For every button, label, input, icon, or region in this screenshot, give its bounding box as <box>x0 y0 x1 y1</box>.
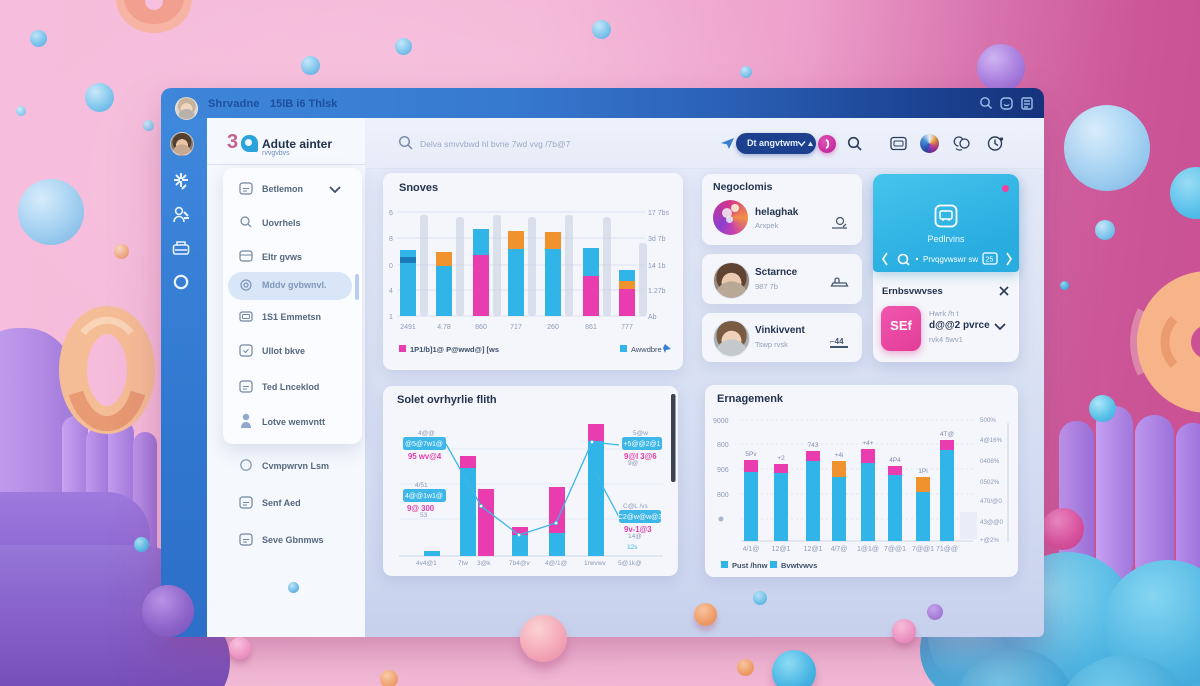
svg-text:4P4: 4P4 <box>889 457 901 464</box>
svg-text:4: 4 <box>389 288 393 295</box>
svg-text:5@w: 5@w <box>633 430 648 437</box>
svg-text:C@L /vs: C@L /vs <box>623 503 649 510</box>
svg-text:C2@w@w@3: C2@w@w@3 <box>618 514 662 521</box>
svg-text:800: 800 <box>717 492 729 499</box>
svg-text:+5@@2@1: +5@@2@1 <box>623 441 660 448</box>
svg-text:8: 8 <box>389 236 393 243</box>
svg-text:3@k: 3@k <box>477 560 491 567</box>
svg-text:1rwvwv: 1rwvwv <box>584 560 606 567</box>
svg-text:800: 800 <box>717 442 729 449</box>
svg-text:17 7bs: 17 7bs <box>648 210 670 217</box>
svg-text:4T@: 4T@ <box>940 431 955 438</box>
svg-text:1P1/b]1@ P@wwd@] [ws: 1P1/b]1@ P@wwd@] [ws <box>410 345 499 354</box>
svg-text:1: 1 <box>389 314 393 321</box>
svg-text:12s: 12s <box>627 544 638 551</box>
svg-text:4.78: 4.78 <box>437 324 451 331</box>
svg-text:7b4@v: 7b4@v <box>509 560 530 567</box>
svg-text:6: 6 <box>389 210 393 217</box>
svg-text:9000: 9000 <box>713 418 729 425</box>
svg-text:+4i: +4i <box>835 452 844 459</box>
svg-text:43@@0: 43@@0 <box>980 519 1003 526</box>
svg-text:7@@1: 7@@1 <box>884 546 906 553</box>
svg-text:Awwdbre: Awwdbre <box>631 345 662 354</box>
svg-text:3d 7b: 3d 7b <box>648 236 666 243</box>
svg-text:71@@: 71@@ <box>936 546 958 553</box>
svg-text:4v4@1: 4v4@1 <box>416 560 437 567</box>
svg-text:4/51: 4/51 <box>415 482 428 489</box>
svg-text:Bvwtvwvs: Bvwtvwvs <box>781 561 817 570</box>
svg-text:4@/1@: 4@/1@ <box>545 560 568 567</box>
svg-text:Prvqgvwswr sw: Prvqgvwswr sw <box>923 255 978 264</box>
svg-text:5Pv: 5Pv <box>745 451 757 458</box>
svg-text:470/@0: 470/@0 <box>980 498 1002 505</box>
svg-text:5@1k@: 5@1k@ <box>618 560 642 567</box>
svg-text:53: 53 <box>420 512 428 519</box>
svg-text:14 1b: 14 1b <box>648 263 666 270</box>
svg-text:+2: +2 <box>777 455 785 462</box>
svg-text:500%: 500% <box>980 417 996 424</box>
svg-text:1.27b: 1.27b <box>648 288 666 295</box>
svg-text:861: 861 <box>585 324 597 331</box>
svg-text:906: 906 <box>717 467 729 474</box>
svg-text:9@ 300: 9@ 300 <box>407 504 435 513</box>
svg-text:12@1: 12@1 <box>772 546 791 553</box>
svg-text:0: 0 <box>389 263 393 270</box>
svg-text:777: 777 <box>621 324 633 331</box>
svg-text:9v-1@3: 9v-1@3 <box>624 525 652 534</box>
svg-text:717: 717 <box>510 324 522 331</box>
svg-text:4@16%: 4@16% <box>980 437 1003 444</box>
svg-text:Pust /hnw: Pust /hnw <box>732 561 768 570</box>
svg-text:743: 743 <box>808 442 819 449</box>
svg-text:25: 25 <box>986 257 994 264</box>
svg-text:4@@1w1@: 4@@1w1@ <box>405 493 443 500</box>
svg-text:+@2%: +@2% <box>980 537 999 544</box>
svg-text:4/1@: 4/1@ <box>743 546 760 553</box>
svg-text:1@1@: 1@1@ <box>857 546 879 553</box>
svg-text:95 wv@4: 95 wv@4 <box>408 452 442 461</box>
svg-text:4/7@: 4/7@ <box>831 546 848 553</box>
svg-text:0408%: 0408% <box>980 458 1000 465</box>
svg-text:9@: 9@ <box>628 460 639 467</box>
svg-text:@5@7w1@: @5@7w1@ <box>405 441 443 448</box>
svg-text:9@l 3@6: 9@l 3@6 <box>624 452 657 461</box>
svg-text:+4+: +4+ <box>862 440 873 447</box>
svg-text:860: 860 <box>475 324 487 331</box>
svg-text:1Pi: 1Pi <box>918 468 927 475</box>
svg-text:7@@1: 7@@1 <box>912 546 934 553</box>
svg-text:14@: 14@ <box>628 533 642 540</box>
svg-text:0502%: 0502% <box>980 479 1000 486</box>
svg-text:2491: 2491 <box>400 324 416 331</box>
svg-text:7tw: 7tw <box>458 560 468 567</box>
svg-text:12@1: 12@1 <box>804 546 823 553</box>
svg-text:4@@: 4@@ <box>418 430 435 437</box>
svg-text:Ab: Ab <box>648 314 657 321</box>
svg-text:260: 260 <box>547 324 559 331</box>
